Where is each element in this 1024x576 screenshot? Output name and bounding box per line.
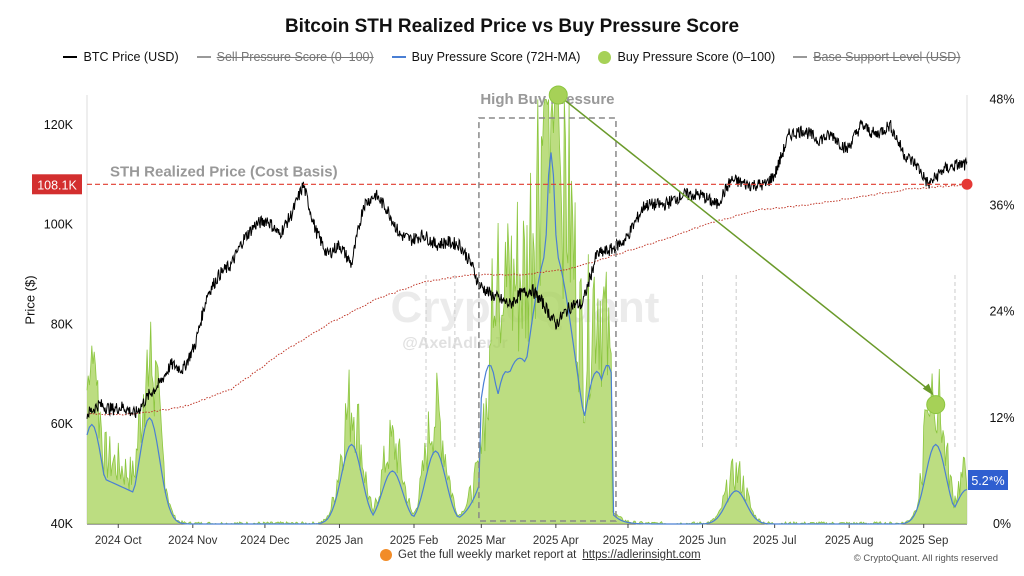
x-tick-label: 2025 Jul [753, 535, 796, 547]
legend-item-base-support[interactable]: Base Support Level (USD) [793, 50, 961, 64]
x-tick-label: 2025 Sep [899, 535, 948, 547]
footer-text: Get the full weekly market report at [398, 549, 577, 561]
legend-swatch-sell-pressure [196, 56, 211, 58]
y-right-tick-label: 36% [989, 199, 1014, 213]
y-left-tick-label: 60K [51, 417, 74, 431]
legend: BTC Price (USD) Sell Pressure Score (0–1… [0, 50, 1024, 64]
legend-swatch-btc-price [63, 56, 78, 58]
btc-price-line [86, 119, 968, 419]
y-left-tick-label: 40K [51, 517, 74, 531]
trend-arrow-line [557, 94, 931, 392]
x-tick-label: 2025 Mar [457, 535, 506, 547]
copyright: © CryptoQuant. All rights reserved [853, 553, 998, 564]
chart-title: Bitcoin STH Realized Price vs Buy Pressu… [284, 16, 740, 37]
legend-dot-buy-pressure-raw [598, 50, 612, 64]
x-tick-label: 2025 Aug [825, 535, 874, 547]
legend-item-buy-pressure-raw[interactable]: Buy Pressure Score (0–100) [598, 50, 775, 64]
x-tick-label: 2025 May [603, 535, 654, 547]
legend-item-btc-price[interactable]: BTC Price (USD) [63, 50, 179, 64]
y-right-tick-label: 48% [989, 92, 1014, 106]
legend-swatch-buy-pressure-ma [391, 56, 406, 58]
highlight-box-label: High Buy Pressure [480, 91, 614, 108]
legend-label-buy-pressure-raw: Buy Pressure Score (0–100) [617, 50, 776, 64]
legend-label-btc-price: BTC Price (USD) [83, 50, 179, 64]
x-tick-label: 2024 Dec [240, 535, 289, 547]
y-left-tick-label: 120K [44, 118, 74, 132]
current-buy-pressure-marker [926, 395, 946, 415]
peak-buy-pressure-marker [548, 85, 568, 105]
legend-label-sell-pressure: Sell Pressure Score (0–100) [216, 50, 374, 64]
coin-icon [380, 549, 392, 561]
x-tick-label: 2025 Jan [316, 535, 363, 547]
reference-value-badge [32, 174, 82, 195]
y-left-tick-label: 100K [44, 218, 74, 232]
buy-pressure-raw-area [87, 99, 967, 525]
reference-value-label: 108.1K [37, 178, 77, 192]
x-tick-label: 2025 Jun [679, 535, 726, 547]
x-tick-label: 2024 Oct [95, 535, 142, 547]
y-right-tick-label: 24% [989, 305, 1014, 319]
y-left-tick-label: 80K [51, 317, 74, 331]
current-value-label: 5.2*% [971, 474, 1004, 488]
current-price-dot [961, 178, 973, 190]
x-tick-label: 2025 Feb [390, 535, 439, 547]
x-tick-label: 2025 Apr [533, 535, 579, 547]
trend-arrow-head [922, 383, 934, 396]
footer-link[interactable]: https://adlerinsight.com [582, 549, 701, 561]
y-right-tick-label: 0% [993, 517, 1011, 531]
buy-pressure-ma-line [86, 152, 968, 525]
current-value-badge [968, 470, 1008, 490]
y-right-tick-label: 12% [989, 411, 1014, 425]
legend-item-buy-pressure-ma[interactable]: Buy Pressure Score (72H-MA) [391, 50, 581, 64]
legend-item-sell-pressure[interactable]: Sell Pressure Score (0–100) [196, 50, 374, 64]
footer: Get the full weekly market report at htt… [380, 549, 701, 561]
x-tick-label: 2024 Nov [168, 535, 217, 547]
legend-label-buy-pressure-ma: Buy Pressure Score (72H-MA) [411, 50, 581, 64]
legend-label-base-support: Base Support Level (USD) [813, 50, 961, 64]
watermark-handle: @AxelAdlerJr [402, 335, 507, 352]
reference-line-label: STH Realized Price (Cost Basis) [110, 163, 338, 180]
legend-swatch-base-support [793, 56, 808, 58]
sth-realized-price-line [86, 183, 968, 416]
